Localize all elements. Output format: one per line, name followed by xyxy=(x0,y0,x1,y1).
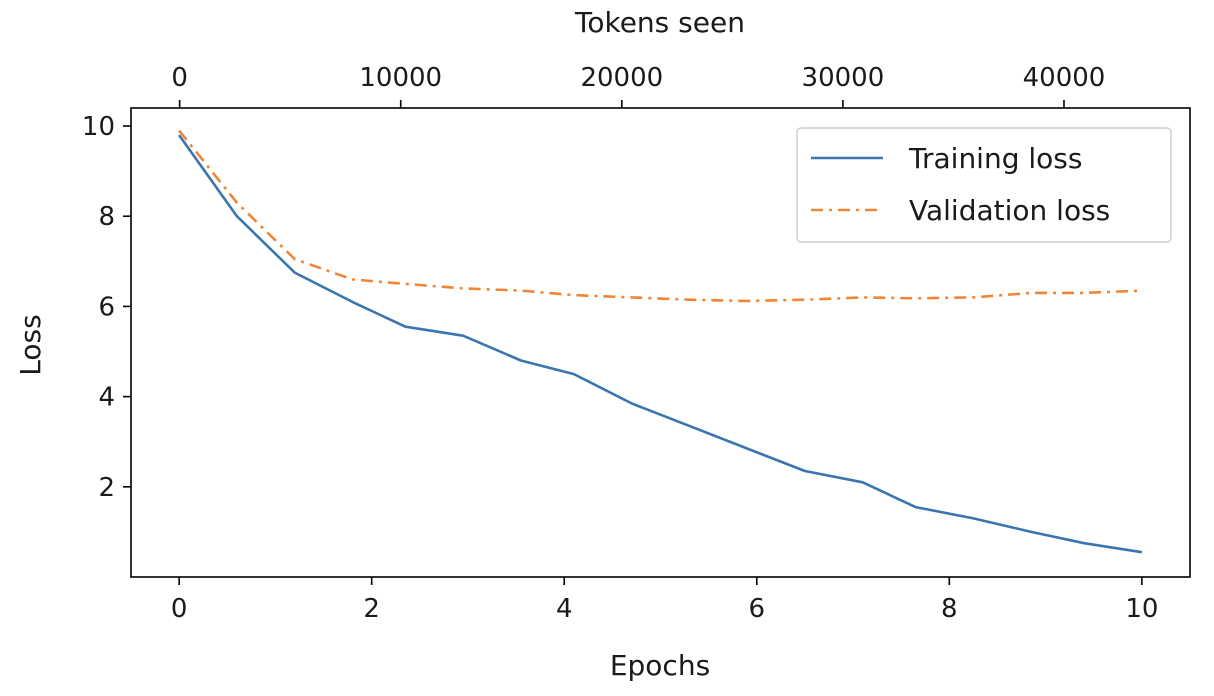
plot-frame xyxy=(130,107,1191,578)
series-line-1 xyxy=(178,129,1142,303)
y-tick-label: 2 xyxy=(98,473,115,503)
x-axis-title: Epochs xyxy=(610,649,710,682)
top-x-tick-label: 0 xyxy=(171,63,188,93)
x-tick-label: 0 xyxy=(171,594,188,624)
x-tick-label: 6 xyxy=(748,594,765,624)
top-x-axis-title: Tokens seen xyxy=(574,6,745,39)
y-tick-label: 6 xyxy=(98,292,115,322)
plot-area: 0 2 4 6 8 10 2 4 6 8 10 0 10000 20000 30000 40000 xyxy=(82,63,1191,624)
y-tick-label: 10 xyxy=(82,112,115,142)
top-x-tick-label: 10000 xyxy=(359,63,442,93)
top-x-tick-label: 40000 xyxy=(1023,63,1106,93)
x-tick-label: 10 xyxy=(1125,594,1158,624)
legend-label-0: Training loss xyxy=(908,142,1082,175)
x-tick-label: 8 xyxy=(941,594,958,624)
top-x-tick-label: 30000 xyxy=(802,63,885,93)
legend: Training loss Validation loss xyxy=(796,127,1172,243)
legend-label-1: Validation loss xyxy=(909,194,1110,227)
series-line-0 xyxy=(178,134,1143,554)
y-tick-label: 8 xyxy=(98,202,115,232)
y-axis-title: Loss xyxy=(14,314,47,375)
x-tick-label: 2 xyxy=(363,594,380,624)
y-tick-label: 4 xyxy=(98,383,115,413)
legend-box xyxy=(796,127,1172,243)
top-x-tick-label: 20000 xyxy=(580,63,663,93)
x-tick-label: 4 xyxy=(556,594,573,624)
